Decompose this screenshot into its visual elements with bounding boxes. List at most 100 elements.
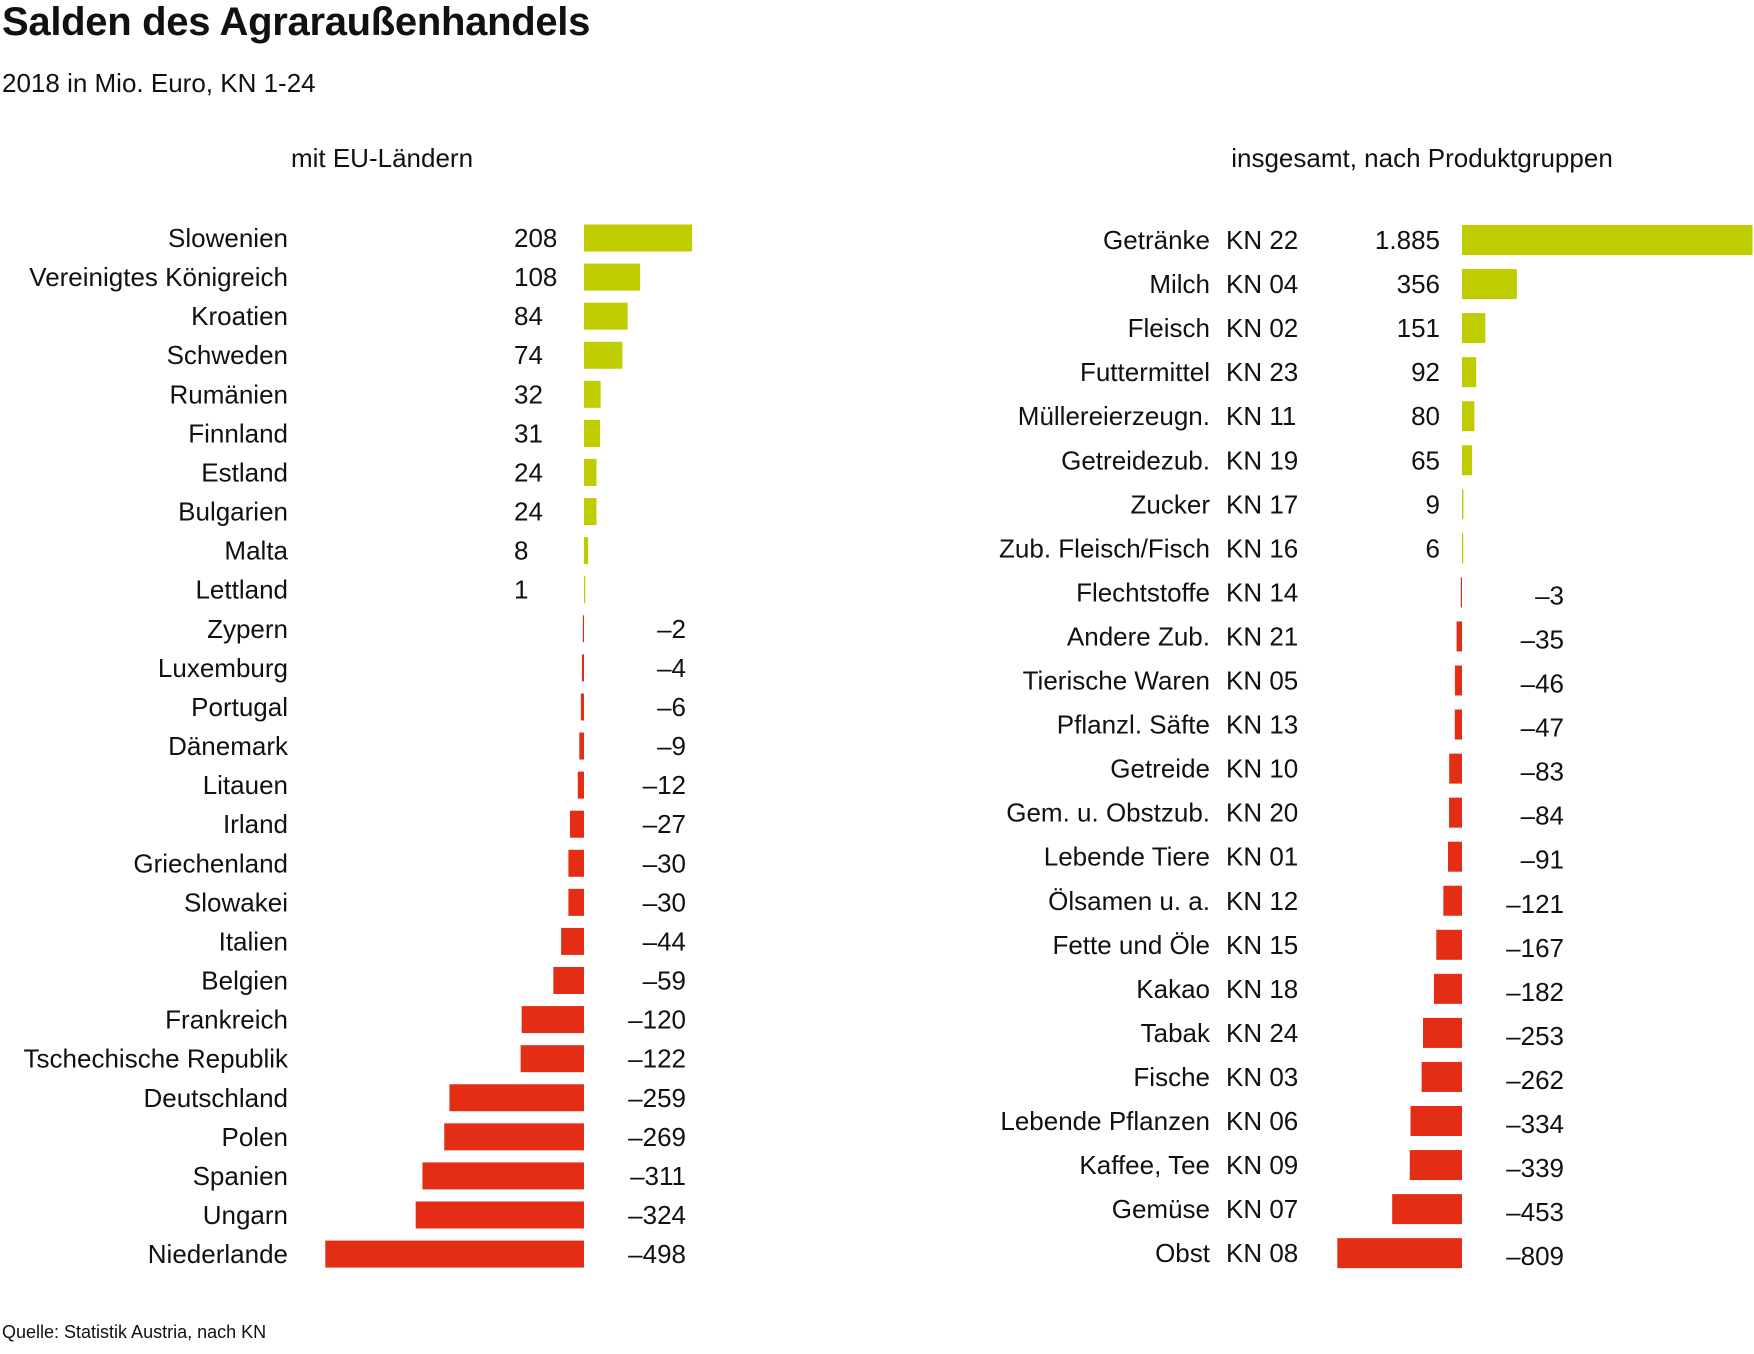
code-label: KN 07 (1226, 1194, 1298, 1224)
code-label: KN 19 (1226, 445, 1298, 475)
bar (584, 302, 628, 330)
category-label: Slowakei (184, 887, 288, 917)
bar (584, 380, 601, 408)
value-label: 24 (514, 457, 543, 487)
code-label: KN 24 (1226, 1018, 1298, 1048)
bar (584, 224, 693, 252)
value-label: –120 (628, 1005, 686, 1035)
value-label: –334 (1506, 1109, 1564, 1139)
code-label: KN 10 (1226, 754, 1298, 784)
category-label: Gemüse (1112, 1194, 1210, 1224)
bar (1421, 1061, 1462, 1092)
bar (1433, 973, 1462, 1004)
value-label: –4 (657, 653, 686, 683)
value-label: –6 (657, 692, 686, 722)
category-label: Kaffee, Tee (1079, 1150, 1210, 1180)
code-label: KN 15 (1226, 930, 1298, 960)
bar (1462, 269, 1517, 300)
value-label: –83 (1521, 757, 1564, 787)
bar (1392, 1194, 1462, 1225)
bar (584, 341, 623, 369)
category-label: Deutschland (143, 1083, 288, 1113)
code-label: KN 11 (1226, 401, 1296, 431)
category-label: Spanien (193, 1161, 288, 1191)
value-label: –91 (1521, 845, 1564, 875)
category-label: Ölsamen u. a. (1048, 886, 1210, 916)
category-label: Slowenien (168, 223, 288, 253)
category-label: Getränke (1103, 225, 1210, 255)
bar (577, 771, 584, 799)
category-label: Portugal (191, 692, 288, 722)
category-label: Pflanzl. Säfte (1057, 710, 1210, 740)
category-label: Malta (224, 536, 288, 566)
code-label: KN 21 (1226, 621, 1298, 651)
category-label: Dänemark (168, 731, 289, 761)
category-label: Irland (223, 809, 288, 839)
category-label: Futtermittel (1080, 357, 1210, 387)
category-label: Andere Zub. (1067, 621, 1210, 651)
bar (1337, 1238, 1462, 1269)
category-label: Getreide (1110, 754, 1210, 784)
category-label: Müllereierzeugn. (1018, 401, 1210, 431)
left-panel-title: mit EU-Ländern (291, 143, 473, 173)
bar (1462, 533, 1464, 564)
value-label: –27 (643, 809, 686, 839)
bar (580, 693, 584, 721)
code-label: KN 17 (1226, 489, 1298, 519)
value-label: –498 (628, 1239, 686, 1269)
category-label: Lebende Pflanzen (1000, 1106, 1210, 1136)
category-label: Bulgarien (178, 497, 288, 527)
code-label: KN 08 (1226, 1238, 1298, 1268)
value-label: 74 (514, 340, 543, 370)
value-label: –2 (657, 614, 686, 644)
bar (325, 1240, 584, 1268)
bar (1410, 1106, 1462, 1136)
category-label: Niederlande (148, 1239, 288, 1269)
category-label: Italien (219, 926, 288, 956)
category-label: Belgien (201, 966, 288, 996)
value-label: 9 (1426, 489, 1440, 519)
value-label: –122 (628, 1044, 686, 1074)
value-label: 356 (1397, 269, 1440, 299)
bar (444, 1123, 584, 1151)
bar (1436, 929, 1462, 960)
chart-title: Salden des Agraraußenhandels (2, 0, 591, 44)
right-bar-chart: Getränke KN 22 1.885 Milch KN 04 356 Fleisch KN… (999, 225, 1753, 1271)
right-panel-title: insgesamt, nach Produktgruppen (1231, 143, 1613, 173)
value-label: 84 (514, 301, 543, 331)
bar (584, 498, 597, 526)
code-label: KN 04 (1226, 269, 1298, 299)
value-label: 31 (514, 418, 543, 448)
value-label: –30 (643, 887, 686, 917)
bar (520, 1045, 584, 1073)
value-label: –453 (1506, 1197, 1564, 1227)
value-label: –259 (628, 1083, 686, 1113)
value-label: 32 (514, 379, 543, 409)
value-label: 8 (514, 536, 528, 566)
value-label: 24 (514, 497, 543, 527)
code-label: KN 13 (1226, 710, 1298, 740)
category-label: Estland (201, 457, 288, 487)
bar (1447, 841, 1462, 872)
value-label: –47 (1521, 713, 1564, 743)
category-label: Kroatien (191, 301, 288, 331)
category-label: Litauen (203, 770, 288, 800)
category-label: Finnland (188, 418, 288, 448)
category-label: Fleisch (1128, 313, 1210, 343)
category-label: Vereinigtes Königreich (29, 262, 288, 292)
bar (1462, 445, 1473, 476)
code-label: KN 06 (1226, 1106, 1298, 1136)
bar (584, 263, 641, 291)
code-label: KN 18 (1226, 974, 1298, 1004)
value-label: –59 (643, 966, 686, 996)
bar (1454, 665, 1462, 696)
value-label: –121 (1506, 889, 1564, 919)
category-label: Kakao (1136, 974, 1210, 1004)
bar (568, 888, 584, 916)
bar (1443, 885, 1462, 916)
category-label: Frankreich (165, 1005, 288, 1035)
bar (584, 537, 589, 565)
value-label: –339 (1506, 1153, 1564, 1183)
category-label: Lettland (195, 575, 288, 605)
